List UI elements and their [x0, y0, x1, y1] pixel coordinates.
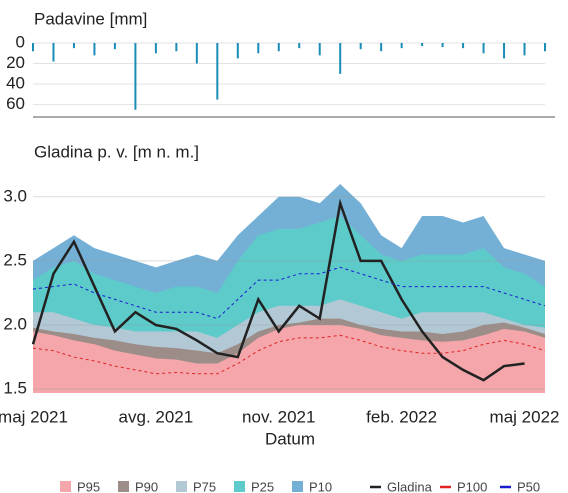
bar [93, 43, 96, 56]
y-tick-label: 40 [6, 74, 25, 93]
x-tick-label: feb. 2022 [366, 407, 437, 426]
bar [257, 43, 260, 54]
bar [503, 43, 506, 59]
bar [32, 43, 34, 52]
bar [72, 43, 75, 49]
legend-label: P90 [135, 479, 158, 493]
bar [195, 43, 198, 64]
level-title: Gladina p. v. [m n. m.] [34, 142, 199, 161]
bar [134, 43, 137, 110]
x-tick-label: avg. 2021 [119, 407, 194, 426]
bar [154, 43, 157, 54]
bar [462, 43, 465, 49]
y-tick-label: 20 [6, 53, 25, 72]
bar [400, 43, 403, 49]
y-tick-label: 2.0 [3, 315, 27, 334]
legend-swatch [234, 481, 245, 492]
plot [33, 183, 545, 393]
legend-swatch [60, 481, 71, 492]
legend-label: P25 [251, 479, 274, 493]
legend-swatch [292, 481, 303, 492]
bar [298, 43, 301, 49]
level-line [32, 266, 546, 320]
bar [236, 43, 239, 59]
y-tick-label: 3.0 [3, 186, 27, 205]
bar [421, 43, 424, 47]
level-line [31, 198, 525, 382]
band-area [33, 325, 545, 393]
legend-label: P50 [517, 479, 540, 493]
legend-label: P100 [457, 479, 487, 493]
bar [216, 43, 219, 100]
x-axis-title: Datum [265, 429, 315, 448]
bar [523, 43, 526, 56]
bar [441, 43, 444, 48]
bar [277, 43, 280, 52]
bar [339, 43, 342, 74]
legend-label: Gladina [387, 479, 433, 493]
bar [52, 43, 55, 62]
level-line [32, 334, 546, 375]
y-tick-label: 2.5 [3, 250, 27, 269]
bar [482, 43, 485, 54]
bar [175, 43, 178, 52]
bar [380, 43, 383, 52]
bar [318, 43, 321, 56]
bar [544, 43, 546, 52]
bar [359, 43, 362, 50]
x-tick-label: maj 2022 [490, 407, 560, 426]
legend-swatch [176, 481, 187, 492]
x-tick-label: nov. 2021 [242, 407, 315, 426]
y-tick-label: 1.5 [3, 379, 27, 398]
legend-label: P95 [77, 479, 100, 493]
legend-label: P75 [193, 479, 216, 493]
legend-swatch [118, 481, 129, 492]
precip-title: Padavine [mm] [34, 9, 147, 28]
y-tick-label: 60 [6, 94, 25, 113]
bar [113, 43, 116, 50]
x-tick-label: maj 2021 [0, 407, 68, 426]
y-tick-label: 0 [16, 32, 25, 51]
legend-label: P10 [309, 479, 332, 493]
